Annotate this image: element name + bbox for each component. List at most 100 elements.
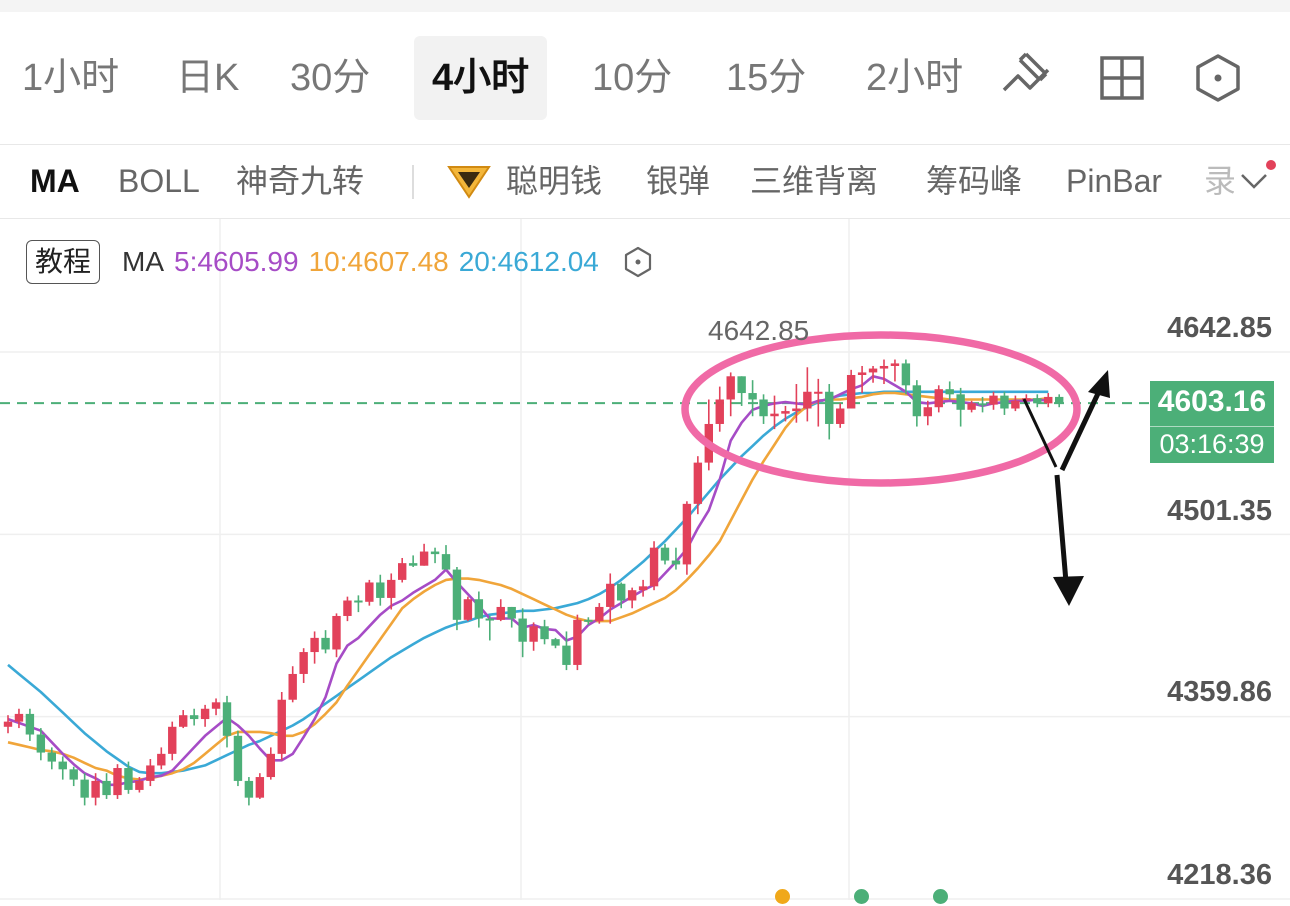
- candle-body: [343, 600, 352, 616]
- candle-body: [836, 408, 845, 424]
- page-dot[interactable]: [775, 889, 790, 904]
- ma-settings-icon[interactable]: [621, 245, 655, 279]
- candle-body: [638, 586, 648, 591]
- indicator-boll[interactable]: BOLL: [118, 163, 200, 199]
- y-tick-label: 4359.86: [1167, 676, 1272, 708]
- indicator-pinbar[interactable]: PinBar: [1066, 163, 1163, 199]
- candle-countdown: 03:16:39: [1150, 426, 1274, 460]
- candle-body: [945, 389, 954, 395]
- arrow-up-line: [1059, 383, 1105, 472]
- indicator-smart-money[interactable]: 聪明钱: [506, 163, 603, 199]
- layout-grid-icon[interactable]: [1092, 48, 1152, 108]
- candle-body: [58, 761, 67, 770]
- candle-body: [846, 375, 856, 409]
- tutorial-button[interactable]: 教程: [26, 240, 101, 284]
- y-tick-label: 4501.35: [1167, 495, 1272, 527]
- timeframe-bar: 1小时 日K 30分 4小时 10分 15分 2小时: [0, 14, 1290, 144]
- ma-legend: 教程 MA 5:4605.99 10:4607.48 20:4612.04: [26, 238, 655, 286]
- candle-body: [157, 753, 166, 766]
- candle-body: [978, 403, 987, 406]
- candle-body: [25, 713, 35, 735]
- candle-body: [748, 393, 757, 400]
- candle-body: [332, 615, 341, 650]
- candle-body: [934, 389, 943, 408]
- candle-body: [693, 462, 703, 504]
- annotations: [681, 331, 1110, 606]
- candle-body: [682, 503, 692, 565]
- arrow-down-head: [1053, 576, 1084, 606]
- candle-body: [255, 777, 265, 798]
- candle-body: [737, 376, 746, 394]
- timeframe-tab-1h[interactable]: 1小时: [22, 57, 120, 99]
- candle-body: [770, 413, 779, 417]
- candle-body: [825, 391, 834, 424]
- candle-body: [792, 408, 801, 412]
- candlestick-chart[interactable]: [0, 219, 1290, 906]
- candle-body: [441, 554, 451, 570]
- indicator-ma[interactable]: MA: [30, 163, 80, 199]
- draw-pen-icon[interactable]: [996, 48, 1056, 108]
- candle-body: [923, 407, 932, 417]
- candle-body: [91, 780, 100, 798]
- candle-body: [387, 579, 396, 598]
- candle-body: [890, 363, 900, 366]
- timeframe-tab-2h[interactable]: 2小时: [866, 57, 964, 99]
- candle-body: [573, 619, 582, 665]
- candle-body: [584, 619, 593, 622]
- candle-body: [562, 645, 571, 665]
- candle-body: [463, 599, 473, 620]
- candle-body: [321, 637, 330, 650]
- chevron-down-icon[interactable]: [1238, 169, 1270, 193]
- candle-body: [14, 713, 24, 722]
- timeframe-tab-daily[interactable]: 日K: [176, 57, 240, 99]
- timeframe-tab-4h[interactable]: 4小时: [414, 36, 548, 120]
- candle-body: [124, 768, 133, 790]
- candle-body: [595, 606, 604, 622]
- settings-hexagon-icon[interactable]: [1188, 48, 1248, 108]
- ma5-line: [7, 374, 1049, 787]
- candle-body: [617, 583, 626, 601]
- candle-body: [299, 652, 308, 674]
- candle-body: [485, 618, 494, 621]
- indicator-td9[interactable]: 神奇九转: [236, 163, 365, 199]
- candle-body: [200, 708, 210, 720]
- page-dot[interactable]: [854, 889, 869, 904]
- candle-body: [474, 599, 484, 619]
- candle-body: [726, 376, 735, 400]
- candle-body: [408, 563, 418, 566]
- candle-body: [1055, 396, 1064, 404]
- candle-body: [1000, 395, 1009, 409]
- candle-body: [857, 372, 867, 376]
- timeframe-tab-10m[interactable]: 10分: [592, 57, 673, 99]
- candle-body: [211, 702, 221, 709]
- candle-body: [715, 399, 724, 424]
- candle-body: [814, 391, 823, 394]
- arrow-up-head: [1088, 370, 1110, 398]
- candle-body: [803, 391, 812, 409]
- candle-body: [551, 639, 560, 646]
- high-price-label: 4642.85: [708, 315, 810, 346]
- candle-body: [69, 769, 78, 780]
- page-dot[interactable]: [933, 889, 948, 904]
- candle-body: [1011, 400, 1020, 409]
- indicator-overflow[interactable]: 录: [1204, 163, 1234, 199]
- candle-body: [80, 779, 89, 798]
- candles: [3, 359, 1064, 806]
- ma10-line: [7, 391, 1049, 781]
- candle-body: [901, 363, 911, 386]
- candle-body: [146, 765, 155, 781]
- y-tick-label: 4218.36: [1167, 859, 1272, 891]
- highlight-ellipse: [681, 331, 1081, 487]
- candle-body: [244, 780, 254, 798]
- indicator-chip-peak[interactable]: 筹码峰: [926, 163, 1023, 199]
- candle-body: [113, 768, 122, 796]
- indicator-3d-divergence[interactable]: 三维背离: [750, 163, 879, 199]
- candle-body: [627, 590, 637, 601]
- candle-body: [868, 368, 878, 373]
- timeframe-tab-15m[interactable]: 15分: [726, 57, 807, 99]
- candle-body: [419, 551, 429, 566]
- indicator-silver-bullet[interactable]: 银弹: [646, 163, 711, 199]
- timeframe-tab-30m[interactable]: 30分: [290, 57, 371, 99]
- indicator-bar: MA BOLL 神奇九转 聪明钱 银弹 三维背离 筹码峰 PinBar 录: [0, 145, 1290, 217]
- candle-body: [781, 411, 790, 414]
